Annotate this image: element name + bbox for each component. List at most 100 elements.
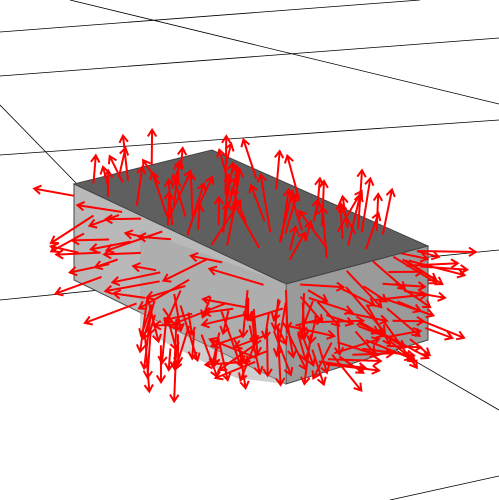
vector-arrow-head <box>262 368 273 378</box>
vector-arrow-shaft <box>308 296 353 314</box>
vector-arrow-shaft <box>285 289 289 330</box>
vector-arrow-shaft <box>50 245 79 254</box>
vector-arrow-head <box>53 286 64 297</box>
vector-arrow-shaft <box>148 314 156 335</box>
vector-arrow-head <box>87 218 98 229</box>
vector-arrow-head <box>200 318 211 329</box>
vector-arrow-head <box>437 291 447 302</box>
vector-arrow-shaft <box>151 171 169 217</box>
vector-arrow-head <box>248 183 258 194</box>
vector-arrow-head <box>32 184 42 195</box>
vector-arrow-head <box>406 349 416 360</box>
vector-arrow-head <box>88 243 99 254</box>
vector-arrow-shaft <box>295 317 323 327</box>
vector-arrow-head <box>278 335 288 346</box>
vector-arrow-head <box>371 211 382 222</box>
vector-arrow-shaft <box>117 147 127 178</box>
vector-arrow-shaft <box>376 295 434 317</box>
vector-arrow-head <box>304 219 315 230</box>
vector-arrow-shaft <box>187 312 193 335</box>
vector-arrow-shaft <box>327 358 381 362</box>
vector-arrow-shaft <box>201 313 247 326</box>
vector-arrow-head <box>49 243 60 253</box>
vector-arrow-shaft <box>286 155 300 199</box>
vector-arrow-shaft <box>275 151 281 190</box>
vector-arrow-shaft <box>245 299 249 321</box>
vector-arrow-shaft <box>250 185 266 222</box>
vector-arrow-head <box>174 158 184 169</box>
vector-arrow-shaft <box>34 187 75 197</box>
vector-arrow-head <box>194 202 205 212</box>
vector-arrow-head <box>155 374 167 385</box>
vector-arrow-head <box>331 317 341 328</box>
vector-arrow-head <box>183 169 193 180</box>
vector-arrow-head <box>149 170 160 181</box>
vector-arrow-shaft <box>234 334 267 348</box>
vector-arrow-shaft <box>167 319 178 350</box>
vector-arrow-head <box>287 349 298 359</box>
vector-arrow-head <box>320 364 331 375</box>
vector-arrow-shaft <box>222 310 230 334</box>
vector-arrow-head <box>221 134 232 144</box>
vector-arrow-shaft <box>408 259 465 277</box>
vector-arrow-head <box>83 315 93 326</box>
vector-arrow-head <box>174 322 185 333</box>
vector-arrow-shaft <box>284 193 299 234</box>
vector-arrow-shaft <box>167 170 192 220</box>
vector-arrow-head <box>468 246 478 257</box>
vector-arrow-head <box>298 352 309 362</box>
vector-arrow-head <box>272 348 283 358</box>
vector-arrow-shaft <box>247 307 284 321</box>
vector-arrow-shaft <box>220 311 242 367</box>
vector-arrow-head <box>136 165 147 175</box>
vector-arrow-head <box>450 258 460 269</box>
vector-arrow-head <box>67 266 78 277</box>
vector-arrow-shaft <box>242 139 258 180</box>
vector-arrow-shaft <box>104 251 141 256</box>
vector-arrow-head <box>419 252 430 263</box>
vector-arrow-head <box>102 248 112 260</box>
vector-arrow-head <box>146 127 158 138</box>
vector-arrow-head <box>318 179 329 189</box>
vector-arrow-shaft <box>307 289 328 303</box>
vector-arrow-shaft <box>299 300 314 333</box>
vector-arrow-head <box>396 281 407 291</box>
vector-arrow-shaft <box>321 207 328 258</box>
vector-arrow-shaft <box>273 298 280 330</box>
vector-arrow-head <box>385 187 396 198</box>
vector-arrow-head <box>177 146 188 156</box>
vector-arrow-shaft <box>112 271 161 284</box>
vector-arrow-shaft <box>341 196 349 229</box>
vector-arrow-head <box>145 290 155 301</box>
vector-arrow-shaft <box>84 302 137 324</box>
normal-vectors <box>32 127 478 404</box>
vector-arrow-head <box>275 377 286 387</box>
vector-arrow-head <box>93 260 104 271</box>
vector-arrow-shaft <box>209 267 264 286</box>
vector-arrow-head <box>240 137 251 148</box>
vector-arrow-head <box>172 316 183 327</box>
vector-arrow-shaft <box>94 258 119 269</box>
vector-arrow-shaft <box>405 262 458 267</box>
vector-arrow-shaft <box>345 311 388 322</box>
vector-arrow-head <box>216 148 226 158</box>
vector-arrow-shaft <box>259 174 272 233</box>
vector-arrow-shaft <box>416 250 476 253</box>
vector-arrow-head <box>378 293 389 303</box>
vector-arrow-shaft <box>276 328 282 385</box>
vector-arrow-head <box>417 281 427 292</box>
vector-arrow-head <box>355 315 366 327</box>
vector-arrow-shaft <box>105 217 142 221</box>
vector-arrow-shaft <box>386 344 421 349</box>
vector-arrow-shaft <box>224 136 228 195</box>
vector-arrow-head <box>306 335 317 345</box>
vector-arrow-head <box>164 362 175 372</box>
grid-line <box>0 119 499 156</box>
vector-arrow-shaft <box>209 338 257 359</box>
vector-arrow-shaft <box>166 192 171 226</box>
vector-arrow-head <box>326 329 337 340</box>
vector-arrow-shaft <box>365 339 413 360</box>
vector-arrow-shaft <box>381 189 393 235</box>
